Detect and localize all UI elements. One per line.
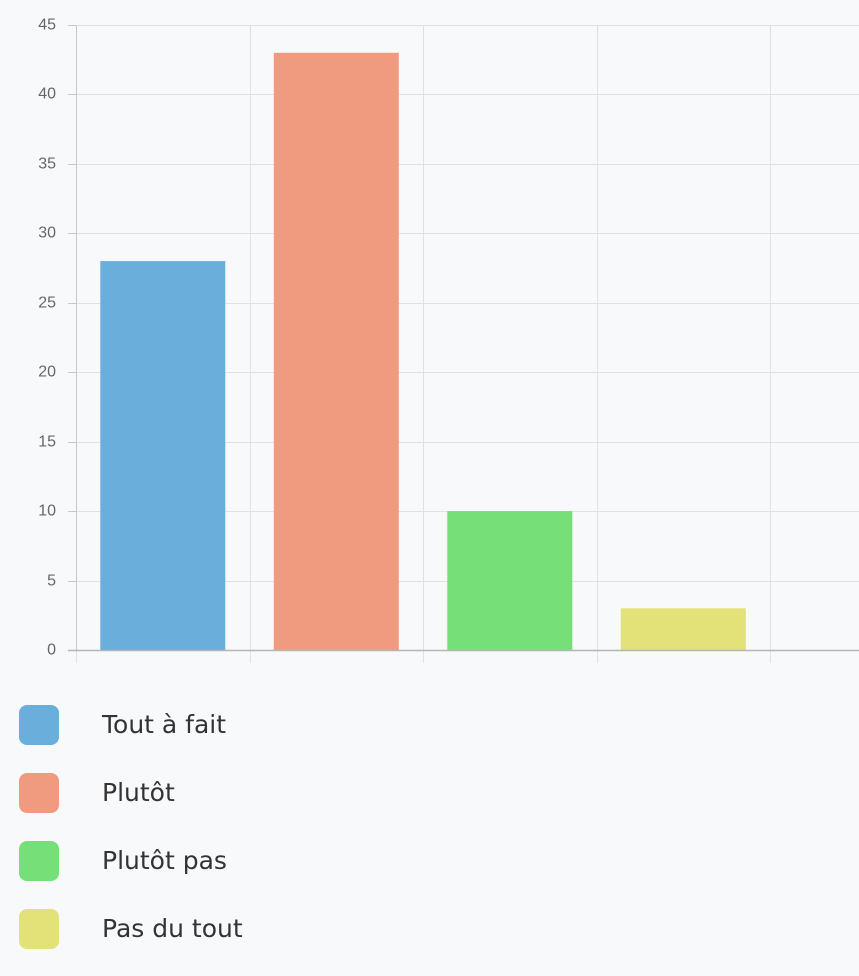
bar-chart: 0 5 10 15 20 25 30 35 40 45 [38, 17, 859, 663]
legend-label: Plutôt pas [102, 846, 227, 875]
chart-axes [68, 25, 859, 652]
y-tick-label: 30 [38, 225, 56, 242]
bar-1 [100, 261, 226, 650]
legend-item[interactable]: Pas du tout [19, 908, 243, 950]
legend-swatch [19, 773, 59, 813]
legend-swatch [19, 909, 59, 949]
y-tick-label: 35 [38, 156, 56, 173]
y-tick-label: 10 [38, 503, 56, 520]
chart-bars [100, 52, 746, 651]
y-tick-label: 20 [38, 364, 56, 381]
y-tick-label: 5 [47, 573, 56, 590]
y-tick-label: 25 [38, 295, 56, 312]
bar-2 [273, 52, 399, 651]
bar-3 [447, 511, 573, 650]
legend-swatch [19, 841, 59, 881]
legend-label: Tout à fait [102, 710, 227, 739]
y-tick-label: 0 [47, 642, 56, 659]
legend-swatch [19, 705, 59, 745]
chart-grid [76, 25, 859, 663]
legend-item[interactable]: Plutôt [19, 772, 243, 814]
chart-legend: Tout à fait Plutôt Plutôt pas Pas du tout [19, 704, 243, 976]
legend-item[interactable]: Plutôt pas [19, 840, 243, 882]
legend-label: Plutôt [102, 778, 175, 807]
y-tick-label: 45 [38, 17, 56, 34]
bar-4 [620, 608, 746, 650]
y-tick-label: 40 [38, 86, 56, 103]
y-tick-label: 15 [38, 434, 56, 451]
y-axis-tick-labels: 0 5 10 15 20 25 30 35 40 45 [38, 17, 56, 659]
legend-item[interactable]: Tout à fait [19, 704, 243, 746]
legend-label: Pas du tout [102, 914, 243, 943]
